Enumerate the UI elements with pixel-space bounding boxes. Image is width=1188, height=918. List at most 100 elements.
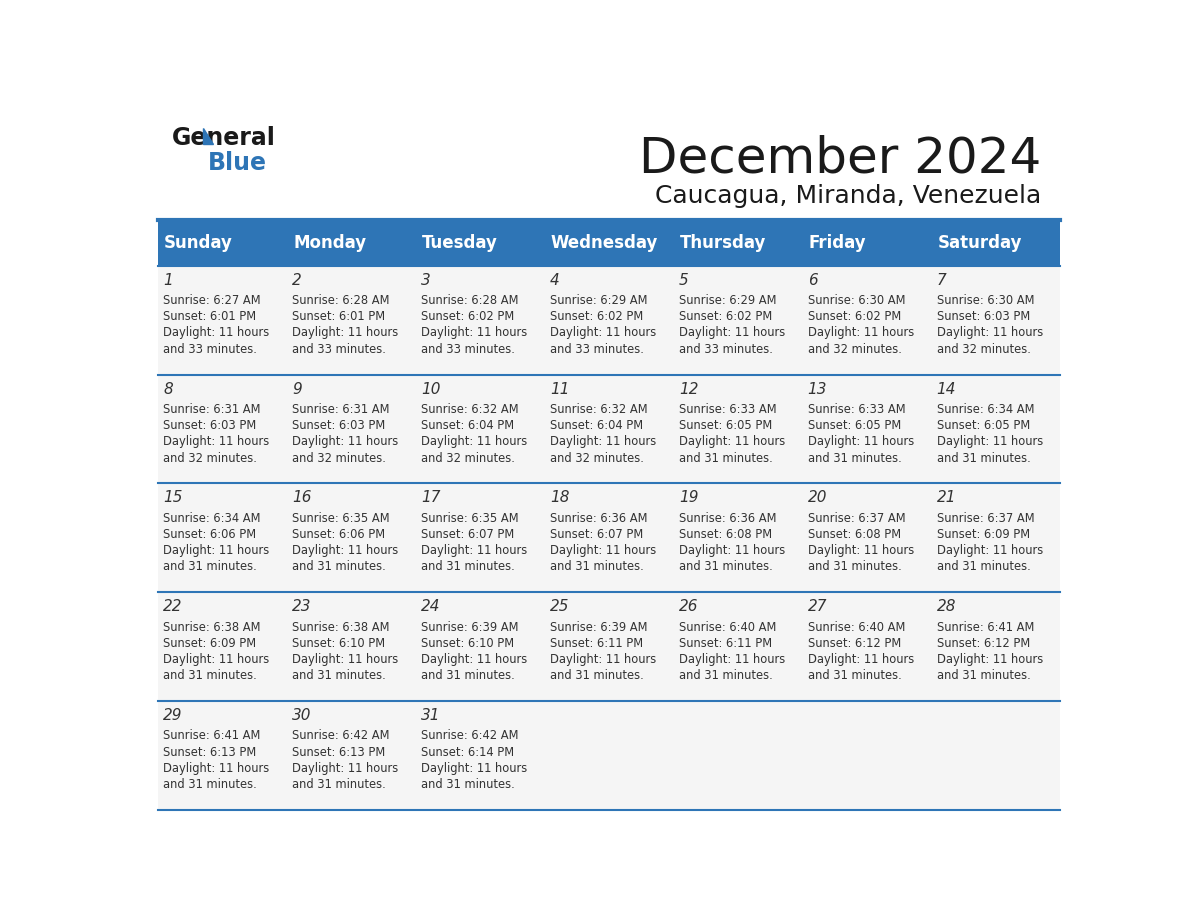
Text: Sunrise: 6:41 AM: Sunrise: 6:41 AM — [936, 621, 1034, 633]
Text: Sunrise: 6:37 AM: Sunrise: 6:37 AM — [808, 511, 905, 525]
Bar — [158, 265, 286, 375]
Text: Daylight: 11 hours: Daylight: 11 hours — [550, 653, 656, 666]
Text: Sunset: 6:07 PM: Sunset: 6:07 PM — [421, 528, 514, 541]
Bar — [416, 375, 544, 484]
Text: 9: 9 — [292, 382, 302, 397]
Text: Daylight: 11 hours: Daylight: 11 hours — [292, 762, 398, 775]
Text: Sunrise: 6:32 AM: Sunrise: 6:32 AM — [550, 403, 647, 416]
Text: Daylight: 11 hours: Daylight: 11 hours — [808, 653, 914, 666]
Text: and 33 minutes.: and 33 minutes. — [678, 342, 772, 355]
Text: 24: 24 — [421, 599, 441, 614]
Text: Sunday: Sunday — [164, 234, 233, 252]
Bar — [544, 484, 674, 592]
Text: Sunset: 6:04 PM: Sunset: 6:04 PM — [421, 419, 514, 432]
Text: and 31 minutes.: and 31 minutes. — [678, 452, 772, 465]
Text: Saturday: Saturday — [937, 234, 1022, 252]
Text: Sunset: 6:08 PM: Sunset: 6:08 PM — [678, 528, 772, 541]
Text: and 32 minutes.: and 32 minutes. — [163, 452, 257, 465]
Polygon shape — [203, 128, 213, 144]
Bar — [802, 484, 931, 592]
Text: Sunset: 6:06 PM: Sunset: 6:06 PM — [163, 528, 257, 541]
Text: Daylight: 11 hours: Daylight: 11 hours — [936, 327, 1043, 340]
Bar — [286, 701, 416, 810]
Text: 11: 11 — [550, 382, 569, 397]
Text: Sunrise: 6:42 AM: Sunrise: 6:42 AM — [421, 730, 518, 743]
Text: Sunset: 6:05 PM: Sunset: 6:05 PM — [678, 419, 772, 432]
Text: Daylight: 11 hours: Daylight: 11 hours — [550, 435, 656, 448]
Text: Daylight: 11 hours: Daylight: 11 hours — [808, 435, 914, 448]
Text: Sunrise: 6:35 AM: Sunrise: 6:35 AM — [292, 511, 390, 525]
Text: Daylight: 11 hours: Daylight: 11 hours — [292, 327, 398, 340]
Text: and 31 minutes.: and 31 minutes. — [421, 560, 514, 574]
Text: Daylight: 11 hours: Daylight: 11 hours — [421, 544, 527, 557]
Text: Sunset: 6:01 PM: Sunset: 6:01 PM — [163, 310, 257, 323]
Text: Sunrise: 6:31 AM: Sunrise: 6:31 AM — [292, 403, 390, 416]
Bar — [674, 484, 802, 592]
Bar — [931, 265, 1060, 375]
Text: Sunset: 6:09 PM: Sunset: 6:09 PM — [936, 528, 1030, 541]
Text: Sunset: 6:04 PM: Sunset: 6:04 PM — [550, 419, 643, 432]
Text: and 31 minutes.: and 31 minutes. — [936, 560, 1030, 574]
Text: 31: 31 — [421, 708, 441, 723]
Text: Daylight: 11 hours: Daylight: 11 hours — [808, 544, 914, 557]
Text: Sunrise: 6:39 AM: Sunrise: 6:39 AM — [421, 621, 518, 633]
Text: Sunset: 6:12 PM: Sunset: 6:12 PM — [936, 637, 1030, 650]
Text: 2: 2 — [292, 273, 302, 287]
Text: and 32 minutes.: and 32 minutes. — [292, 452, 386, 465]
Text: Sunrise: 6:40 AM: Sunrise: 6:40 AM — [678, 621, 776, 633]
Text: 16: 16 — [292, 490, 311, 506]
Text: 12: 12 — [678, 382, 699, 397]
Bar — [674, 375, 802, 484]
Bar — [544, 265, 674, 375]
Bar — [158, 484, 286, 592]
Text: Sunset: 6:02 PM: Sunset: 6:02 PM — [421, 310, 514, 323]
Text: and 32 minutes.: and 32 minutes. — [936, 342, 1030, 355]
Bar — [802, 265, 931, 375]
Text: Sunrise: 6:39 AM: Sunrise: 6:39 AM — [550, 621, 647, 633]
Text: Sunrise: 6:35 AM: Sunrise: 6:35 AM — [421, 511, 519, 525]
Text: 8: 8 — [163, 382, 173, 397]
Text: Sunset: 6:05 PM: Sunset: 6:05 PM — [808, 419, 901, 432]
Text: Daylight: 11 hours: Daylight: 11 hours — [163, 653, 270, 666]
Text: 20: 20 — [808, 490, 827, 506]
Text: Daylight: 11 hours: Daylight: 11 hours — [163, 544, 270, 557]
Bar — [674, 701, 802, 810]
Text: Sunset: 6:13 PM: Sunset: 6:13 PM — [292, 745, 385, 758]
Bar — [416, 265, 544, 375]
Text: Sunrise: 6:40 AM: Sunrise: 6:40 AM — [808, 621, 905, 633]
Bar — [286, 484, 416, 592]
Text: Sunrise: 6:30 AM: Sunrise: 6:30 AM — [936, 294, 1034, 307]
Text: Sunset: 6:12 PM: Sunset: 6:12 PM — [808, 637, 901, 650]
Bar — [158, 219, 1060, 265]
Bar — [802, 592, 931, 701]
Text: 5: 5 — [678, 273, 689, 287]
Bar — [931, 375, 1060, 484]
Text: Sunset: 6:02 PM: Sunset: 6:02 PM — [808, 310, 901, 323]
Text: Daylight: 11 hours: Daylight: 11 hours — [550, 544, 656, 557]
Text: 7: 7 — [936, 273, 947, 287]
Text: Sunrise: 6:36 AM: Sunrise: 6:36 AM — [678, 511, 776, 525]
Text: Blue: Blue — [208, 151, 266, 175]
Text: 22: 22 — [163, 599, 183, 614]
Text: Sunrise: 6:27 AM: Sunrise: 6:27 AM — [163, 294, 261, 307]
Text: Daylight: 11 hours: Daylight: 11 hours — [936, 435, 1043, 448]
Text: Sunset: 6:01 PM: Sunset: 6:01 PM — [292, 310, 385, 323]
Text: Sunset: 6:02 PM: Sunset: 6:02 PM — [550, 310, 643, 323]
Text: Daylight: 11 hours: Daylight: 11 hours — [936, 653, 1043, 666]
Text: December 2024: December 2024 — [639, 135, 1042, 183]
Text: and 31 minutes.: and 31 minutes. — [808, 560, 902, 574]
Text: 10: 10 — [421, 382, 441, 397]
Text: Daylight: 11 hours: Daylight: 11 hours — [678, 327, 785, 340]
Text: and 31 minutes.: and 31 minutes. — [421, 669, 514, 682]
Text: 13: 13 — [808, 382, 827, 397]
Text: General: General — [171, 126, 276, 150]
Bar — [158, 701, 286, 810]
Text: Sunset: 6:11 PM: Sunset: 6:11 PM — [678, 637, 772, 650]
Text: Caucagua, Miranda, Venezuela: Caucagua, Miranda, Venezuela — [656, 185, 1042, 208]
Text: Sunset: 6:08 PM: Sunset: 6:08 PM — [808, 528, 901, 541]
Text: and 33 minutes.: and 33 minutes. — [421, 342, 514, 355]
Text: Daylight: 11 hours: Daylight: 11 hours — [421, 435, 527, 448]
Text: and 31 minutes.: and 31 minutes. — [292, 778, 386, 791]
Text: Daylight: 11 hours: Daylight: 11 hours — [292, 435, 398, 448]
Text: 21: 21 — [936, 490, 956, 506]
